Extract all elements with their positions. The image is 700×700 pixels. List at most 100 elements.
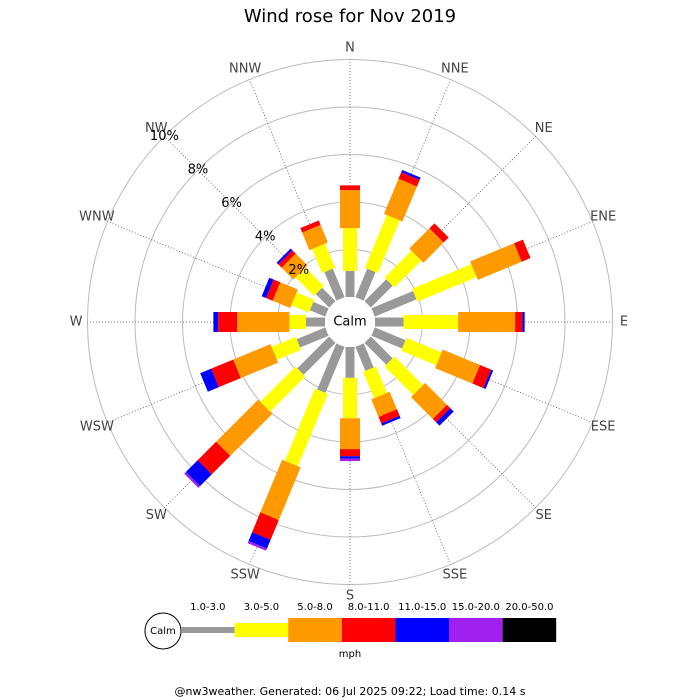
legend-label: 15.0-20.0 bbox=[452, 602, 500, 613]
bar-segment bbox=[340, 458, 360, 461]
bar-segment bbox=[297, 336, 336, 375]
bar-segment bbox=[381, 415, 401, 426]
bar-segment bbox=[375, 317, 404, 327]
footer: @nw3weather. Generated: 06 Jul 2025 09:2… bbox=[175, 685, 526, 698]
bar-segment bbox=[218, 312, 238, 332]
bar-segment bbox=[233, 344, 279, 379]
bar-segment bbox=[291, 292, 315, 313]
bar-segment bbox=[248, 532, 271, 549]
legend-swatch bbox=[181, 627, 235, 633]
legend-label: 3.0-5.0 bbox=[244, 602, 279, 613]
bar-segment bbox=[247, 540, 267, 551]
ring-label: 10% bbox=[150, 129, 179, 144]
ring-label: 8% bbox=[188, 162, 209, 177]
direction-label: E bbox=[620, 315, 628, 330]
legend-calm-label: Calm bbox=[150, 626, 176, 637]
direction-label: W bbox=[70, 315, 83, 330]
bar-segment bbox=[401, 170, 421, 180]
legend-swatch bbox=[341, 618, 396, 642]
bar-segment bbox=[515, 312, 523, 332]
bar-segment bbox=[483, 369, 494, 389]
bar-segment bbox=[522, 312, 525, 332]
bar-segment bbox=[260, 366, 306, 412]
bar-segment bbox=[470, 243, 522, 280]
chart-title: Wind rose for Nov 2019 bbox=[244, 6, 456, 27]
bar-segment bbox=[271, 336, 302, 360]
bar-segment bbox=[300, 220, 321, 233]
direction-label: NE bbox=[535, 121, 553, 136]
calm-circle bbox=[325, 297, 375, 347]
bar-segment bbox=[260, 459, 301, 521]
bar-segment bbox=[302, 224, 328, 251]
direction-label: SSE bbox=[442, 568, 467, 583]
bar-segment bbox=[211, 359, 241, 388]
bar-segment bbox=[340, 185, 360, 191]
bar-segment bbox=[185, 460, 212, 487]
bar-segment bbox=[363, 366, 387, 399]
bar-segment bbox=[266, 279, 281, 301]
ring-label: 4% bbox=[255, 230, 276, 245]
bar-segment bbox=[409, 228, 444, 263]
bar-segment bbox=[429, 223, 449, 243]
bar-segment bbox=[184, 472, 200, 488]
bar-segment bbox=[458, 312, 516, 332]
direction-label: NNE bbox=[441, 61, 469, 76]
bar-segment bbox=[371, 391, 397, 417]
bar-segment bbox=[371, 291, 417, 317]
direction-label: SE bbox=[536, 508, 552, 523]
bar-segment bbox=[384, 250, 422, 288]
bar-segment bbox=[472, 365, 492, 389]
bar-segment bbox=[384, 356, 424, 396]
bar-segment bbox=[276, 248, 293, 265]
direction-label: SW bbox=[146, 508, 167, 523]
bar-segment bbox=[435, 349, 481, 384]
direction-label: NNW bbox=[229, 61, 261, 76]
bar-segment bbox=[295, 267, 324, 296]
bar-segment bbox=[345, 270, 355, 297]
bar-segment bbox=[401, 337, 442, 366]
direction-label: SSW bbox=[230, 568, 260, 583]
direction-label: WSW bbox=[80, 419, 114, 434]
legend-swatch bbox=[502, 618, 557, 642]
bar-segment bbox=[252, 512, 279, 540]
bar-segment bbox=[281, 253, 308, 280]
bar-segment bbox=[317, 343, 345, 393]
direction-label: S bbox=[346, 589, 354, 604]
legend-label: 8.0-11.0 bbox=[348, 602, 390, 613]
bar-segment bbox=[340, 449, 360, 457]
legend-label: 20.0-50.0 bbox=[505, 602, 553, 613]
bar-segment bbox=[371, 327, 406, 349]
bar-segment bbox=[432, 404, 451, 423]
bar-segment bbox=[216, 399, 273, 456]
legend-swatch bbox=[234, 623, 289, 637]
bar-segment bbox=[514, 239, 531, 262]
bar-segment bbox=[261, 277, 274, 299]
bar-segment bbox=[289, 315, 306, 329]
bar-segment bbox=[364, 215, 400, 274]
bar-segment bbox=[403, 315, 459, 329]
ring-label: 6% bbox=[221, 196, 242, 211]
direction-label: WNW bbox=[79, 210, 115, 225]
bar-segment bbox=[355, 343, 374, 371]
bar-segment bbox=[324, 268, 345, 301]
legend-swatch bbox=[449, 618, 503, 642]
bar-segment bbox=[200, 368, 219, 392]
bar-segment bbox=[340, 418, 360, 450]
direction-label: N bbox=[345, 41, 355, 56]
direction-label: ENE bbox=[590, 210, 616, 225]
bar-segment bbox=[436, 408, 454, 426]
bar-segment bbox=[296, 327, 329, 348]
bar-segment bbox=[213, 312, 219, 332]
legend-swatch bbox=[288, 618, 342, 642]
calm-label: Calm bbox=[333, 315, 366, 330]
bar-segment bbox=[364, 279, 393, 308]
legend-label: 1.0-3.0 bbox=[190, 602, 225, 613]
bar-segment bbox=[312, 243, 336, 274]
ring-label: 2% bbox=[288, 263, 309, 278]
bar-segment bbox=[412, 264, 477, 302]
bar-segment bbox=[343, 228, 357, 271]
bar-segment bbox=[306, 317, 325, 327]
bar-segment bbox=[378, 409, 400, 424]
direction-label: ESE bbox=[591, 419, 616, 434]
